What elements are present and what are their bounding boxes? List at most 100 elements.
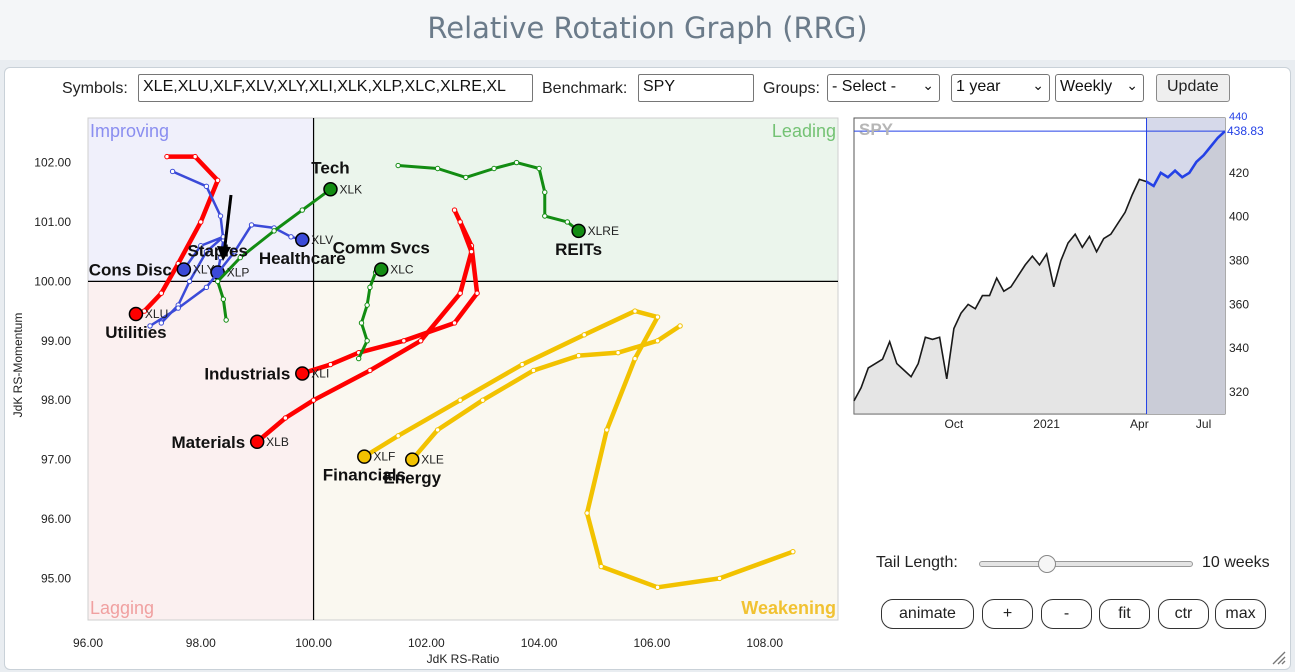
symbol-label: XLU	[145, 307, 168, 321]
resize-grip-icon[interactable]	[1270, 649, 1286, 665]
spy-chart-title: SPY	[859, 120, 894, 139]
tail-point	[203, 248, 210, 255]
tail-point	[214, 278, 221, 285]
spy-x-tick-label: Apr	[1130, 417, 1149, 431]
tail-length-label: Tail Length:	[876, 554, 958, 571]
tail-point	[530, 367, 537, 374]
series-xlk	[214, 182, 338, 323]
head-point[interactable]	[295, 366, 310, 381]
benchmark-input[interactable]: SPY	[638, 74, 754, 102]
x-tick-label: 108.00	[746, 636, 783, 650]
tail-point	[632, 308, 638, 314]
spy-y-tick-label: 380	[1229, 254, 1249, 268]
tail-point	[395, 162, 401, 169]
sector-name-label: Industrials	[204, 364, 290, 383]
series-xlre	[395, 159, 586, 239]
tail-point	[468, 248, 475, 255]
y-tick-label: 97.00	[41, 453, 71, 467]
y-tick-label: 95.00	[41, 571, 71, 585]
tail-length-slider[interactable]	[979, 555, 1193, 573]
tail-point	[288, 234, 294, 240]
tail-point	[564, 219, 571, 225]
tail-point	[367, 367, 373, 374]
tail-point	[203, 284, 210, 291]
tail-line	[133, 154, 220, 317]
zoom-out-button[interactable]: -	[1041, 599, 1092, 629]
head-point[interactable]	[571, 223, 586, 239]
tail-point	[358, 320, 365, 326]
tail-point	[401, 338, 407, 344]
quadrant-label-lagging: Lagging	[90, 598, 154, 618]
head-point[interactable]	[373, 262, 389, 277]
tail-line	[396, 161, 581, 233]
symbols-input[interactable]: XLE,XLU,XLF,XLV,XLY,XLI,XLK,XLP,XLC,XLRE…	[138, 74, 533, 102]
y-tick-label: 101.00	[34, 215, 71, 229]
frequency-select-value: Weekly	[1060, 78, 1113, 95]
series-xly	[158, 234, 227, 326]
head-point[interactable]	[357, 449, 372, 464]
spy-top-tick-partial: 440	[1229, 111, 1247, 123]
tail-point	[248, 222, 255, 228]
center-button[interactable]: ctr	[1158, 599, 1209, 629]
slider-thumb[interactable]	[1037, 555, 1056, 573]
spy-y-tick-label: 340	[1229, 341, 1249, 355]
fit-button[interactable]: fit	[1099, 599, 1150, 629]
tail-point	[364, 338, 370, 344]
tail-point	[237, 254, 243, 261]
tail-point	[480, 397, 486, 403]
sector-name-label: Utilities	[105, 323, 166, 342]
tail-point	[598, 563, 604, 570]
spy-y-tick-label: 400	[1229, 210, 1249, 224]
symbol-label: XLB	[266, 435, 289, 449]
groups-select[interactable]: - Select - ⌄	[827, 74, 940, 102]
tail-point	[418, 338, 424, 344]
spy-price-line-highlight	[1145, 130, 1226, 188]
symbol-label: XLRE	[588, 224, 619, 238]
update-button[interactable]: Update	[1156, 74, 1230, 102]
animate-button[interactable]: animate	[881, 599, 974, 629]
head-point[interactable]	[128, 306, 144, 322]
tail-point	[451, 320, 458, 326]
head-point[interactable]	[295, 232, 310, 248]
symbols-label: Symbols:	[62, 80, 128, 97]
head-point[interactable]	[176, 262, 192, 277]
symbol-label: XLF	[373, 450, 395, 464]
plot-border	[87, 117, 839, 621]
sector-name-label: Energy	[383, 469, 441, 488]
tail-point	[654, 584, 661, 591]
tail-line	[409, 323, 683, 462]
frequency-select[interactable]: Weekly ⌄	[1055, 74, 1144, 102]
chevron-down-icon: ⌄	[922, 77, 934, 93]
tail-point	[367, 284, 373, 291]
tail-point	[513, 159, 520, 166]
head-point[interactable]	[323, 182, 338, 197]
series-xle	[404, 323, 683, 467]
spy-area-fill	[854, 131, 1225, 414]
tail-point	[615, 349, 621, 356]
x-tick-label: 100.00	[295, 636, 332, 650]
symbol-label: XLI	[311, 366, 329, 380]
symbol-label: XLY	[193, 262, 215, 276]
sector-name-label: Comm Svcs	[333, 238, 430, 257]
tail-point	[198, 243, 204, 249]
tail-point	[536, 165, 542, 172]
sector-name-label: Tech	[311, 158, 349, 177]
tail-point	[231, 248, 238, 255]
tail-point	[203, 183, 210, 190]
max-button[interactable]: max	[1215, 599, 1266, 629]
tail-point	[463, 174, 469, 181]
period-select[interactable]: 1 year ⌄	[951, 74, 1050, 102]
head-point[interactable]	[249, 434, 265, 450]
tail-point	[198, 219, 204, 225]
tail-point	[327, 361, 334, 368]
head-point[interactable]	[404, 452, 420, 467]
spy-x-tick-label: Jul	[1196, 417, 1211, 431]
tail-point	[395, 433, 401, 439]
rrg-chart: 96.00 98.00 100.00 102.00 104.00 106.00 108.00…	[11, 117, 839, 666]
spy-x-tick-label: Oct	[945, 417, 964, 431]
zoom-in-button[interactable]: +	[982, 599, 1033, 629]
tail-point	[519, 361, 525, 368]
tail-point	[575, 352, 582, 359]
y-axis-label: JdK RS-Momentum	[11, 313, 25, 418]
quadrant-improving	[88, 118, 314, 282]
